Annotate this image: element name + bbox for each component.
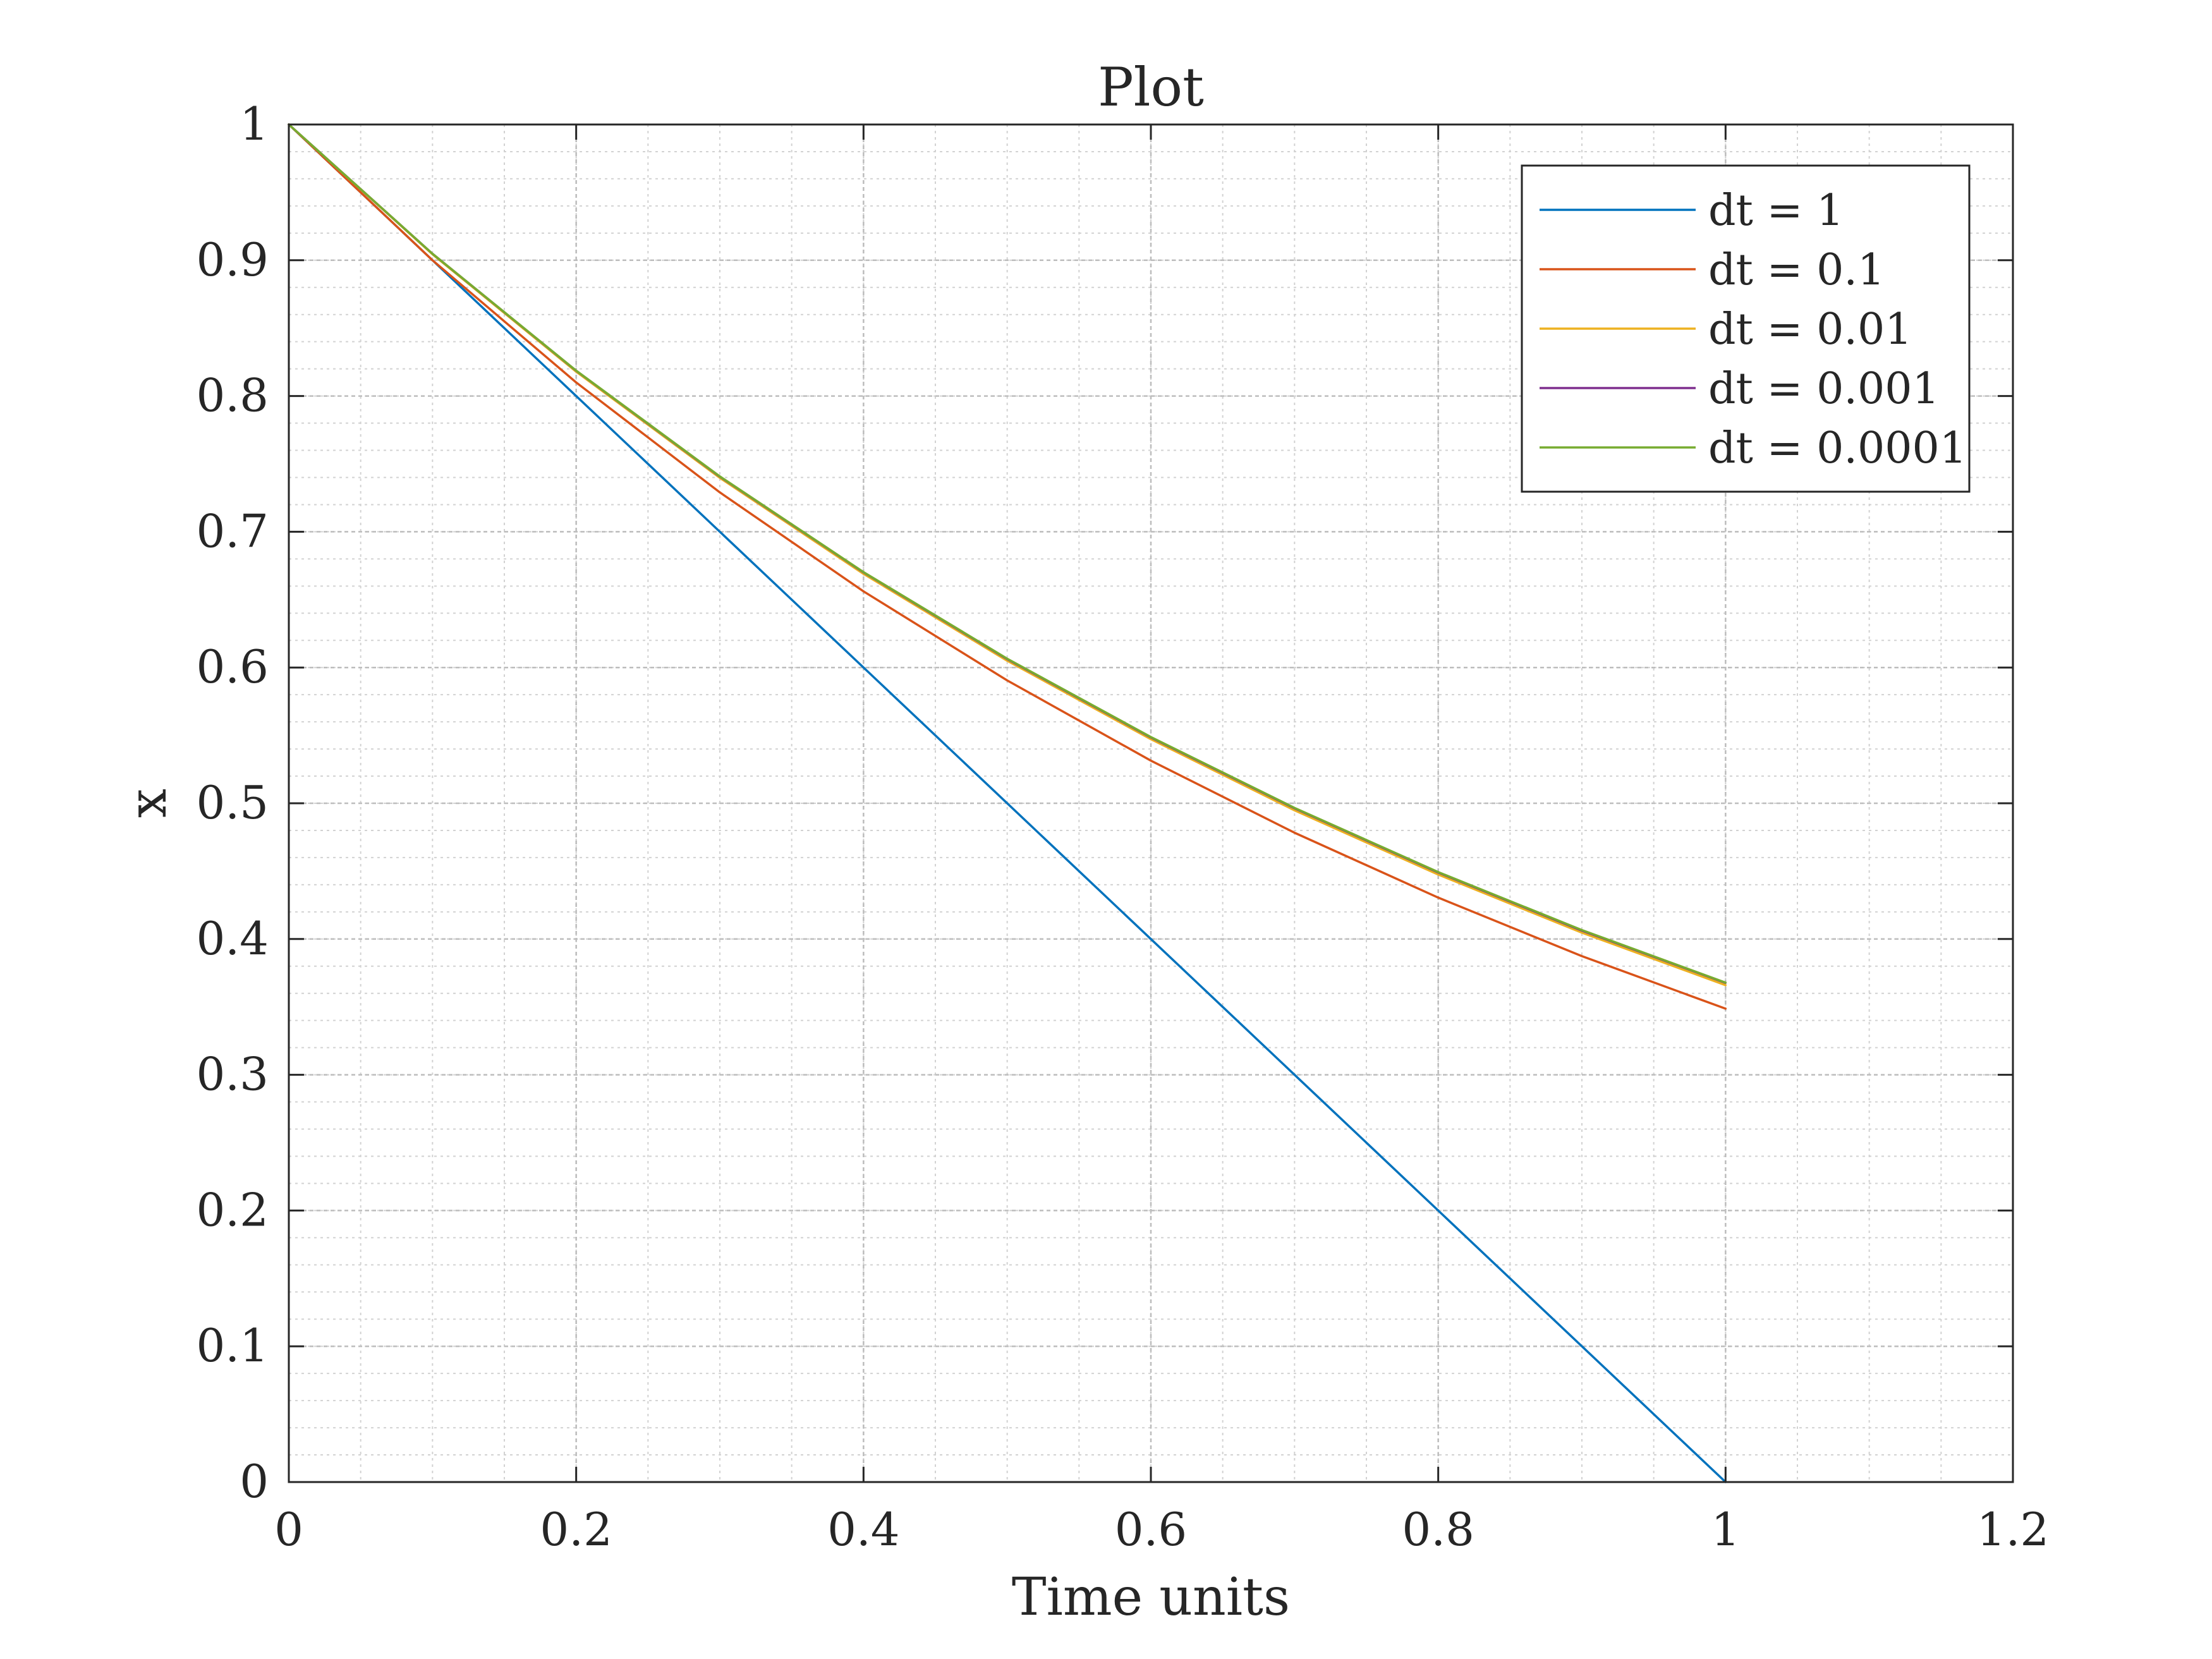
y-tick-label: 1	[240, 97, 269, 150]
y-tick-label: 0.4	[196, 912, 269, 965]
chart-title: Plot	[1098, 56, 1204, 118]
y-tick-label: 0.7	[196, 504, 269, 557]
series-line-1	[288, 123, 1727, 1483]
series-line-2	[288, 123, 1727, 1010]
legend-label-5: dt = 0.0001	[1708, 423, 1967, 473]
legend-label-1: dt = 1	[1708, 186, 1844, 236]
x-tick-label: 1.2	[1977, 1503, 2050, 1556]
series-line-5	[288, 123, 1727, 984]
x-tick-label: 0.6	[1115, 1503, 1188, 1556]
x-tick-label: 0.2	[540, 1503, 612, 1556]
y-tick-label: 0.8	[196, 369, 269, 422]
y-tick-label: 0.2	[196, 1183, 269, 1236]
x-tick-label: 0.8	[1402, 1503, 1474, 1556]
y-tick-label: 0	[240, 1455, 269, 1508]
y-tick-label: 0.1	[196, 1319, 269, 1372]
legend-label-4: dt = 0.001	[1708, 364, 1940, 414]
y-tick-label: 0.3	[196, 1048, 269, 1101]
y-tick-label: 0.5	[196, 776, 269, 829]
legend-label-2: dt = 0.1	[1708, 245, 1885, 295]
x-tick-label: 0	[274, 1503, 303, 1556]
y-tick-label: 0.9	[196, 233, 269, 286]
y-axis-label: x	[118, 789, 178, 818]
x-axis-label: Time units	[1012, 1567, 1290, 1627]
series-layer	[288, 123, 1727, 1483]
x-tick-label: 0.4	[827, 1503, 900, 1556]
legend: dt = 1 dt = 0.1 dt = 0.01 dt = 0.001 dt = 0.…	[1521, 164, 1971, 493]
y-tick-label: 0.6	[196, 640, 269, 693]
x-tick-labels: 0 0.2 0.4 0.6 0.8 1 1.2	[274, 1503, 2049, 1556]
legend-label-3: dt = 0.01	[1708, 305, 1912, 355]
axis-ticks	[288, 123, 2014, 1483]
x-tick-label: 1	[1711, 1503, 1740, 1556]
y-tick-labels: 0 0.1 0.2 0.3 0.4 0.5 0.6 0.7 0.8 0.9 1	[196, 97, 269, 1508]
